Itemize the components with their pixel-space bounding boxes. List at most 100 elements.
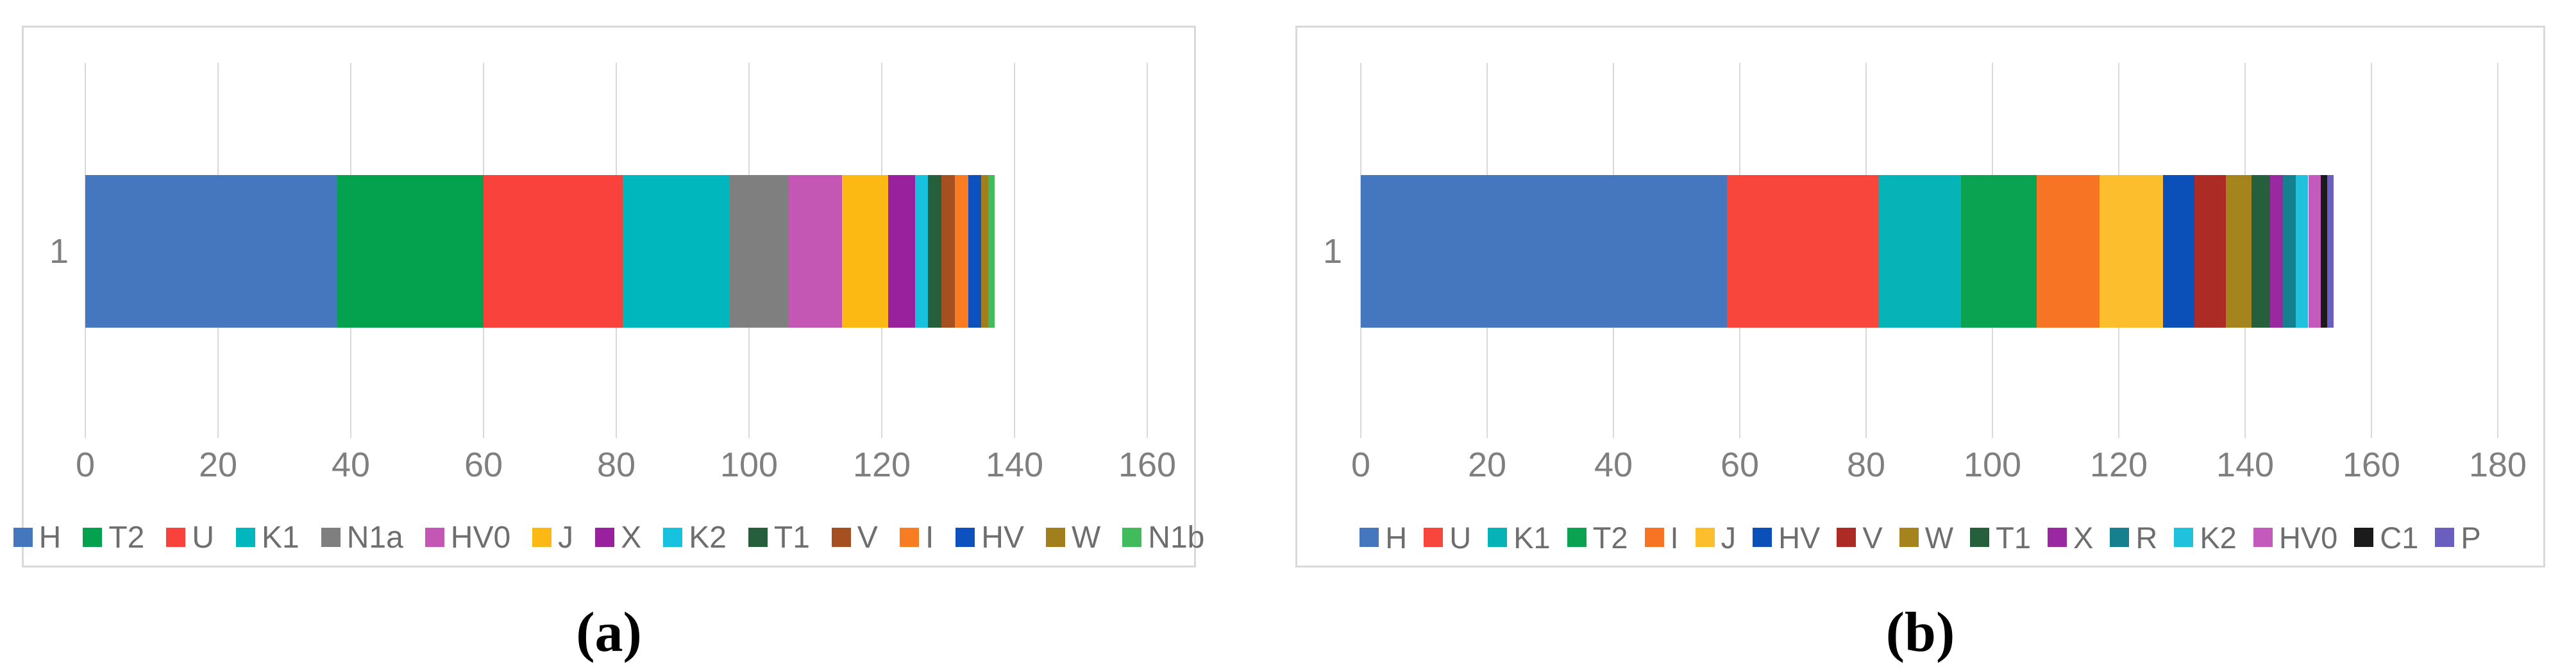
- bar-segment-H: [85, 175, 338, 328]
- chart-panel-a: 0 20 40 60 80 100 120 140 160 1 H T2 U K1 N1a HV0 J X K2 T1…: [13, 26, 1204, 567]
- legend-label-W: W: [1071, 520, 1101, 555]
- legend-item-K2: K2: [2174, 520, 2237, 555]
- legend-item-C1: C1: [2354, 520, 2418, 555]
- legend-item-W: W: [1899, 520, 1953, 555]
- legend-label-HV: HV: [981, 520, 1024, 555]
- legend-label-U: U: [192, 520, 215, 555]
- legend-label-I: I: [925, 520, 934, 555]
- x-tick-label-60: 60: [1720, 446, 1760, 484]
- bar-segment-T1: [928, 175, 942, 328]
- legend-item-HV: HV: [955, 520, 1024, 555]
- legend-label-J: J: [558, 520, 574, 555]
- x-tick-label-40: 40: [331, 446, 371, 484]
- legend-label-C1: C1: [2380, 520, 2419, 555]
- caption-b: (b): [1885, 601, 1955, 664]
- legend-item-P: P: [2435, 520, 2481, 555]
- legend-swatch-U: [166, 528, 186, 547]
- x-tick-label-80: 80: [1846, 446, 1886, 484]
- legend-swatch-C1: [2354, 528, 2374, 547]
- legend-label-X: X: [621, 520, 642, 555]
- legend-label-K2: K2: [689, 520, 727, 555]
- bar-segment-U: [484, 175, 623, 328]
- x-tick-label-0: 0: [1351, 446, 1371, 484]
- legend-label-H: H: [38, 520, 62, 555]
- bar-segment-H: [1361, 175, 1728, 328]
- legend-item-V: V: [831, 520, 878, 555]
- legend-item-U: U: [166, 520, 214, 555]
- bar-segment-J: [841, 175, 889, 328]
- legend-label-T2: T2: [1592, 520, 1628, 555]
- legend-label-T1: T1: [773, 520, 810, 555]
- legend-swatch-W: [1045, 528, 1065, 547]
- legend-swatch-N1a: [321, 528, 341, 547]
- legend-swatch-T2: [1567, 528, 1587, 547]
- bar-segment-C1: [2321, 175, 2328, 328]
- legend-item-HV0: HV0: [425, 520, 510, 555]
- legend-label-HV0: HV0: [450, 520, 511, 555]
- legend-swatch-P: [2435, 528, 2455, 547]
- legend-label-I: I: [1670, 520, 1679, 555]
- legend-label-K2: K2: [2200, 520, 2237, 555]
- legend-item-K1: K1: [1488, 520, 1551, 555]
- stacked-bar: [1361, 175, 2498, 328]
- legend-swatch-V: [1837, 528, 1856, 547]
- x-tick-label-140: 140: [2216, 446, 2275, 484]
- x-tick-label-0: 0: [75, 446, 96, 484]
- legend-item-W: W: [1045, 520, 1101, 555]
- legend-swatch-K1: [1488, 528, 1508, 547]
- bar-segment-J: [2100, 175, 2163, 328]
- legend-item-H: H: [13, 520, 62, 555]
- bar-segment-K1: [623, 175, 729, 328]
- y-category-label: 1: [1322, 232, 1342, 271]
- legend-label-V: V: [1862, 520, 1883, 555]
- bar-segment-N1a: [728, 175, 789, 328]
- bar-segment-P: [2327, 175, 2334, 328]
- bar-segment-V: [2194, 175, 2227, 328]
- legend-label-U: U: [1449, 520, 1472, 555]
- legend: H U K1 T2 I J HV V W T1 X R K2 HV0 C1 P: [1297, 515, 2543, 560]
- legend-item-X: X: [595, 520, 641, 555]
- legend-item-N1a: N1a: [321, 520, 403, 555]
- stacked-bar: [85, 175, 1147, 328]
- x-tick-label-20: 20: [198, 446, 238, 484]
- legend-swatch-R: [2110, 528, 2130, 547]
- legend-swatch-I: [899, 528, 919, 547]
- legend-label-K1: K1: [1513, 520, 1551, 555]
- legend-item-T2: T2: [83, 520, 144, 555]
- x-tick-label-100: 100: [720, 446, 779, 484]
- legend-swatch-T2: [83, 528, 103, 547]
- legend-item-K1: K1: [236, 520, 299, 555]
- bar-segment-W: [2226, 175, 2252, 328]
- legend-item-K2: K2: [663, 520, 727, 555]
- gridline-180: [2497, 63, 2498, 438]
- legend-label-H: H: [1385, 520, 1408, 555]
- legend-swatch-HV: [1753, 528, 1772, 547]
- bar-segment-R: [2283, 175, 2296, 328]
- legend-item-N1b: N1b: [1122, 520, 1204, 555]
- legend-swatch-H: [13, 528, 33, 547]
- x-tick-label-80: 80: [596, 446, 636, 484]
- x-tick-label-140: 140: [985, 446, 1044, 484]
- legend-swatch-X: [595, 528, 615, 547]
- legend-label-HV0: HV0: [2278, 520, 2338, 555]
- x-tick-label-120: 120: [852, 446, 911, 484]
- bar-segment-T2: [1960, 175, 2037, 328]
- legend-item-X: X: [2048, 520, 2093, 555]
- gridline-140: [1014, 63, 1015, 438]
- legend-swatch-X: [2048, 528, 2067, 547]
- legend-item-R: R: [2110, 520, 2157, 555]
- bar-segment-U: [1727, 175, 1879, 328]
- legend-swatch-V: [831, 528, 851, 547]
- legend: H T2 U K1 N1a HV0 J X K2 T1 V I HV W N1b: [13, 515, 1204, 560]
- bar-segment-K1: [1878, 175, 1961, 328]
- bar-segment-K2: [2295, 175, 2309, 328]
- legend-item-T2: T2: [1567, 520, 1628, 555]
- legend-swatch-HV0: [425, 528, 444, 547]
- bar-segment-T2: [337, 175, 484, 328]
- legend-swatch-I: [1644, 528, 1664, 547]
- legend-item-T1: T1: [1970, 520, 2031, 555]
- bar-segment-K2: [914, 175, 929, 328]
- x-tick-label-40: 40: [1594, 446, 1633, 484]
- bar-segment-HV0: [2308, 175, 2321, 328]
